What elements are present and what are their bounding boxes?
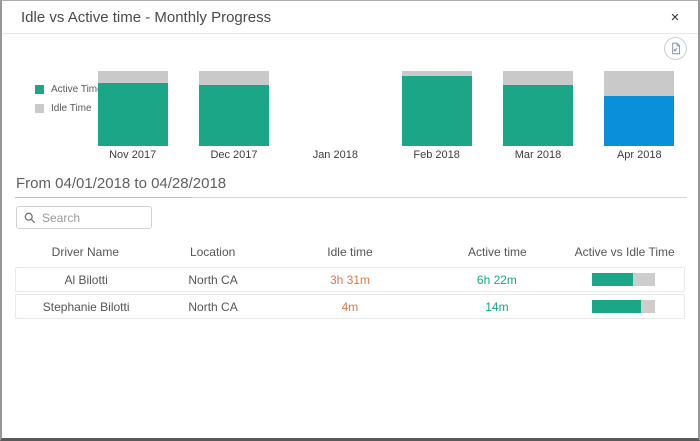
legend-item-idle: Idle Time <box>35 103 103 114</box>
month-label: Mar 2018 <box>514 149 562 161</box>
active-time-swatch <box>35 85 44 94</box>
idle-segment <box>97 71 168 83</box>
stacked-bar-dec-2017[interactable] <box>198 71 269 146</box>
section-divider-accent <box>15 197 192 198</box>
dialog-title: Idle vs Active time - Monthly Progress <box>21 9 272 26</box>
month-label: Dec 2017 <box>210 149 258 161</box>
search-box[interactable] <box>16 206 152 229</box>
month-label: Feb 2018 <box>413 149 460 161</box>
legend-item-active: Active Time <box>35 84 103 95</box>
active-time-cell: 14m <box>485 299 509 314</box>
location-cell: North CA <box>188 299 238 314</box>
monthly-stacked-bar-chart <box>82 71 690 146</box>
table-header-row: Driver Name Location Idle time Active ti… <box>15 242 685 262</box>
idle-segment <box>502 71 573 86</box>
legend-label-active: Active Time <box>51 84 103 95</box>
active-segment <box>97 83 168 146</box>
stacked-bar-mar-2018[interactable] <box>502 71 573 146</box>
column-header-active-vs-idle: Active vs Idle Time <box>574 245 675 259</box>
chart-slot-apr-2018 <box>589 71 690 146</box>
stacked-bar-apr-2018[interactable] <box>604 71 675 146</box>
active-vs-idle-cell <box>564 300 684 313</box>
chart-slot-dec-2017 <box>183 71 284 146</box>
idle-time-swatch <box>35 104 44 113</box>
driver-name-cell: Stephanie Bilotti <box>42 299 130 314</box>
column-header-active-time: Active time <box>468 245 527 259</box>
section-divider <box>15 197 687 198</box>
idle-segment <box>604 71 675 96</box>
active-ratio-fill <box>592 273 633 286</box>
active-segment <box>502 85 573 146</box>
legend-label-idle: Idle Time <box>51 103 92 114</box>
chart-slot-jan-2018 <box>285 71 386 146</box>
table-row[interactable]: Stephanie Bilotti North CA 4m 14m <box>15 294 685 319</box>
dialog-title-bar: Idle vs Active time - Monthly Progress × <box>2 1 698 34</box>
idle-time-cell: 4m <box>341 299 359 314</box>
stacked-bar-nov-2017[interactable] <box>97 71 168 146</box>
month-label: Nov 2017 <box>109 149 157 161</box>
export-image-icon <box>669 42 682 55</box>
month-label: Jan 2018 <box>312 149 358 161</box>
location-cell: North CA <box>188 272 238 287</box>
column-header-idle-time: Idle time <box>327 245 373 259</box>
chart-legend: Active Time Idle Time <box>35 84 103 122</box>
close-icon[interactable]: × <box>665 8 685 28</box>
idle-segment <box>401 71 472 77</box>
column-header-driver-name: Driver Name <box>51 245 120 259</box>
idle-segment <box>198 71 269 86</box>
active-segment <box>401 76 472 146</box>
export-image-button[interactable] <box>664 37 687 60</box>
active-segment <box>604 95 675 146</box>
active-ratio-fill <box>592 300 642 313</box>
active-time-cell: 6h 22m <box>476 272 517 287</box>
search-icon <box>24 212 36 224</box>
search-input[interactable] <box>42 210 142 225</box>
active-vs-idle-bar <box>592 300 656 313</box>
date-range-heading: From 04/01/2018 to 04/28/2018 <box>16 175 227 192</box>
chart-month-labels: Nov 2017 Dec 2017 Jan 2018 Feb 2018 Mar 2018… <box>82 149 690 161</box>
driver-name-cell: Al Bilotti <box>64 272 108 287</box>
table-row[interactable]: Al Bilotti North CA 3h 31m 6h 22m <box>15 267 685 292</box>
idle-time-cell: 3h 31m <box>329 272 370 287</box>
month-label: Apr 2018 <box>616 149 662 161</box>
chart-slot-mar-2018 <box>487 71 588 146</box>
column-header-location: Location <box>189 245 236 259</box>
chart-slot-nov-2017 <box>82 71 183 146</box>
active-vs-idle-cell <box>564 273 684 286</box>
drivers-table: Driver Name Location Idle time Active ti… <box>15 242 685 321</box>
active-vs-idle-bar <box>592 273 656 286</box>
active-segment <box>198 85 269 146</box>
table-body: Al Bilotti North CA 3h 31m 6h 22m Stephanie … <box>15 267 685 319</box>
stacked-bar-feb-2018[interactable] <box>401 71 472 146</box>
chart-slot-feb-2018 <box>386 71 487 146</box>
